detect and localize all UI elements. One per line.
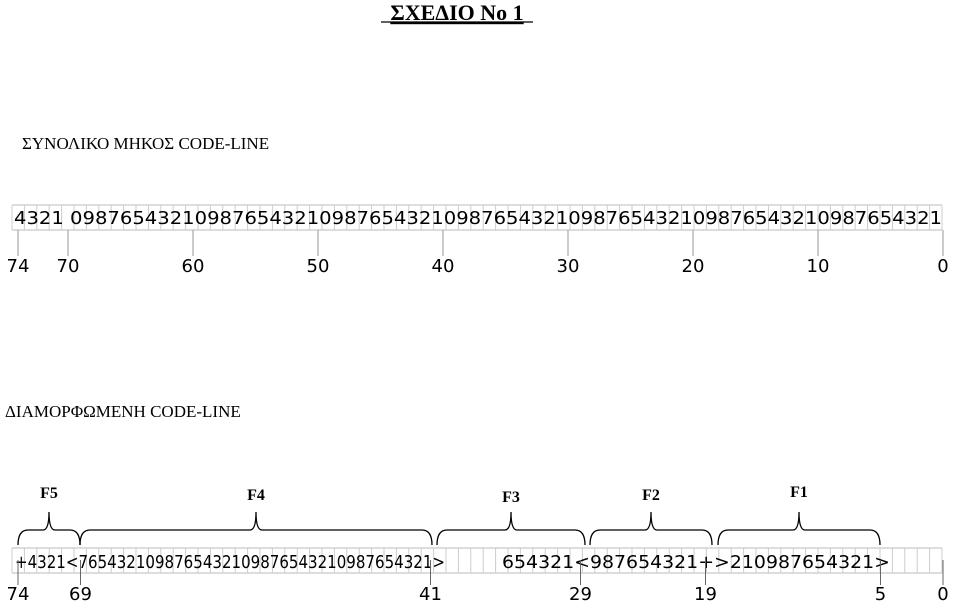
position-label: 41 — [419, 584, 442, 605]
field-label: F2 — [642, 487, 660, 504]
field-label: F3 — [502, 489, 520, 506]
position-label: 70 — [57, 256, 80, 277]
position-label: 19 — [694, 584, 717, 605]
position-label: 74 — [7, 584, 30, 605]
position-label: 30 — [557, 256, 580, 277]
position-label: 0 — [937, 584, 948, 605]
position-label: 40 — [432, 256, 455, 277]
title: ΣΧΕΔΙΟ Νο 1 — [390, 0, 523, 25]
position-label: 60 — [182, 256, 205, 277]
code-segment: 654321<987654321+>210987654321> — [502, 552, 890, 573]
position-label: 29 — [569, 584, 592, 605]
heading: ΣΥΝΟΛΙΚΟ ΜΗΚΟΣ CODE-LINE — [22, 134, 269, 153]
position-label: 69 — [69, 584, 92, 605]
brace — [17, 511, 81, 546]
position-label: 5 — [875, 584, 886, 605]
code-line: 4321 09876543210987654321098765432109876… — [14, 208, 942, 229]
code-segment: +4321<7654321098765432109876543210987654… — [15, 552, 445, 573]
field-label: F5 — [40, 485, 58, 502]
brace — [717, 511, 881, 546]
position-label: 50 — [307, 256, 330, 277]
field-label: F1 — [790, 484, 808, 501]
brace — [589, 511, 713, 546]
field-label: F4 — [247, 487, 265, 504]
position-label: 0 — [937, 256, 948, 277]
brace — [436, 511, 586, 546]
position-label: 20 — [682, 256, 705, 277]
position-label: 10 — [807, 256, 830, 277]
heading: ΔΙΑΜΟΡΦΩΜΕΝΗ CODE-LINE — [5, 402, 241, 421]
brace — [79, 511, 433, 546]
position-label: 74 — [7, 256, 30, 277]
